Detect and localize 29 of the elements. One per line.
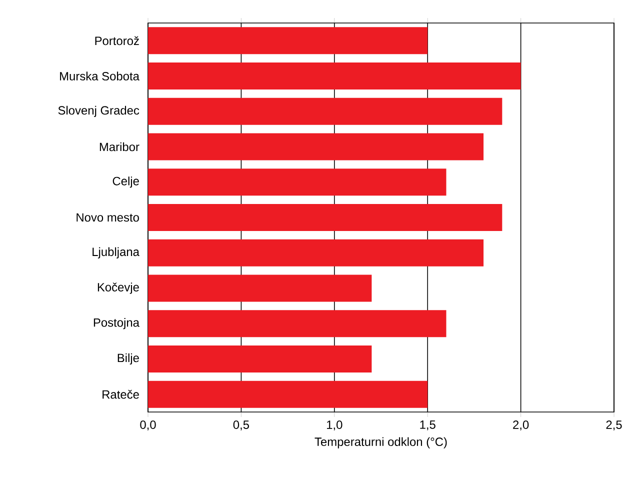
x-tick-label: 2,5	[606, 420, 622, 430]
bar	[148, 168, 446, 196]
y-tick-label: Kočevje	[98, 282, 139, 294]
y-tick-label: Rateče	[102, 390, 139, 399]
bar	[148, 27, 428, 54]
y-tick-label: Novo mesto	[76, 213, 139, 222]
x-tick-label: 0,0	[140, 420, 156, 430]
bar	[148, 345, 372, 372]
y-tick-label: Bilje	[118, 353, 139, 365]
x-tick-label: 1,5	[420, 420, 436, 430]
x-axis-title: Temperaturni odklon (°C)	[314, 437, 447, 448]
x-tick-label: 1,0	[327, 420, 342, 430]
bar	[148, 239, 484, 266]
x-tick-label: 0,5	[233, 420, 250, 430]
y-tick-label: Slovenj Gradec	[58, 106, 140, 117]
y-tick-label: Postojna	[94, 318, 140, 330]
bar	[148, 62, 521, 90]
y-tick-label: Ljubljana	[92, 247, 140, 258]
x-tick-label: 2,0	[513, 420, 529, 430]
bar	[148, 380, 428, 408]
y-tick-label: Murska Sobota	[60, 72, 140, 80]
bar	[148, 133, 484, 160]
bar	[148, 310, 446, 338]
y-tick-label: Portorož	[95, 36, 139, 46]
bar	[148, 98, 502, 125]
y-tick-label: Celje	[112, 176, 139, 188]
bar	[148, 204, 502, 232]
bar	[148, 274, 372, 302]
y-tick-label: Maribor	[100, 142, 140, 152]
